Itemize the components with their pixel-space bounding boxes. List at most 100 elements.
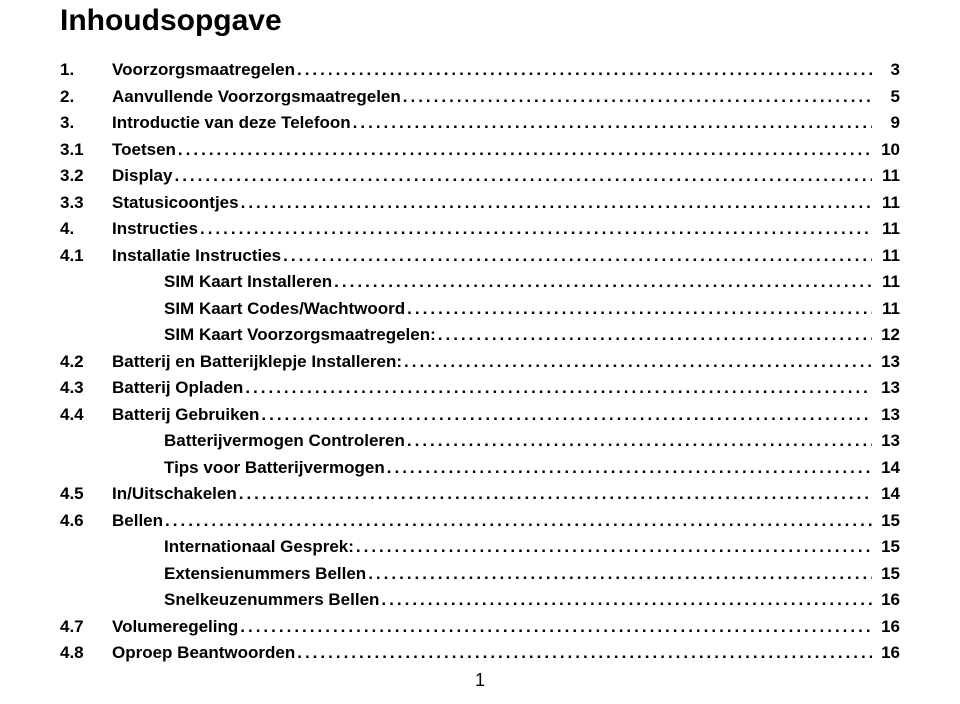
toc-entry-page: 3 bbox=[874, 60, 900, 80]
toc-entry-label: Batterijvermogen Controleren bbox=[164, 431, 405, 451]
toc-leader-dots bbox=[261, 405, 872, 425]
toc-entry-page: 15 bbox=[874, 537, 900, 557]
toc-entry-page: 15 bbox=[874, 511, 900, 531]
toc-leader-dots bbox=[239, 484, 872, 504]
toc-entry-label: Voorzorgsmaatregelen bbox=[112, 60, 295, 80]
toc-leader-dots bbox=[297, 643, 872, 663]
toc-entry-number: 4.4 bbox=[60, 405, 112, 425]
toc-entry-page: 10 bbox=[874, 140, 900, 160]
toc-entry-label: Toetsen bbox=[112, 140, 176, 160]
toc-row: 4.2Batterij en Batterijklepje Installere… bbox=[60, 352, 900, 372]
toc-entry-page: 15 bbox=[874, 564, 900, 584]
toc-entry-label: Volumeregeling bbox=[112, 617, 238, 637]
toc-entry-label: In/Uitschakelen bbox=[112, 484, 237, 504]
toc-leader-dots bbox=[283, 246, 872, 266]
toc-row: 1.Voorzorgsmaatregelen 3 bbox=[60, 60, 900, 80]
toc-entry-page: 11 bbox=[874, 299, 900, 319]
toc-entry-number: 3.3 bbox=[60, 193, 112, 213]
toc-leader-dots bbox=[241, 193, 872, 213]
toc-entry-page: 11 bbox=[874, 193, 900, 213]
toc-entry-page: 9 bbox=[874, 113, 900, 133]
toc-entry-number: 4.7 bbox=[60, 617, 112, 637]
page-title: Inhoudsopgave bbox=[60, 4, 900, 38]
toc-entry-number: 4. bbox=[60, 219, 112, 239]
toc-row: 4.1Installatie Instructies 11 bbox=[60, 246, 900, 266]
toc-row: Batterijvermogen Controleren 13 bbox=[60, 431, 900, 451]
toc-leader-dots bbox=[356, 537, 872, 557]
toc-entry-page: 13 bbox=[874, 378, 900, 398]
toc-entry-label: Extensienummers Bellen bbox=[164, 564, 366, 584]
toc-entry-label: Bellen bbox=[112, 511, 163, 531]
toc-leader-dots bbox=[200, 219, 872, 239]
toc-entry-label: SIM Kaart Installeren bbox=[164, 272, 332, 292]
toc-entry-number: 3.2 bbox=[60, 166, 112, 186]
toc-entry-page: 12 bbox=[874, 325, 900, 345]
toc-entry-label: Snelkeuzenummers Bellen bbox=[164, 590, 379, 610]
toc-entry-number: 3. bbox=[60, 113, 112, 133]
toc-entry-label: Aanvullende Voorzorgsmaatregelen bbox=[112, 87, 401, 107]
toc-entry-label: Batterij Gebruiken bbox=[112, 405, 259, 425]
toc-entry-label: Oproep Beantwoorden bbox=[112, 643, 295, 663]
toc-row: SIM Kaart Codes/Wachtwoord11 bbox=[60, 299, 900, 319]
footer-page-number: 1 bbox=[60, 670, 900, 691]
toc-leader-dots bbox=[240, 617, 872, 637]
toc-row: 4.6Bellen 15 bbox=[60, 511, 900, 531]
toc-row: 4.4Batterij Gebruiken 13 bbox=[60, 405, 900, 425]
toc-leader-dots bbox=[407, 431, 872, 451]
toc-entry-label: Introductie van deze Telefoon bbox=[112, 113, 351, 133]
toc-entry-number: 4.8 bbox=[60, 643, 112, 663]
toc-leader-dots bbox=[174, 166, 872, 186]
toc-row: Extensienummers Bellen 15 bbox=[60, 564, 900, 584]
toc-leader-dots bbox=[438, 325, 872, 345]
toc-row: 4.Instructies11 bbox=[60, 219, 900, 239]
toc-row: SIM Kaart Voorzorgsmaatregelen: 12 bbox=[60, 325, 900, 345]
toc-row: 3.Introductie van deze Telefoon 9 bbox=[60, 113, 900, 133]
toc-row: Tips voor Batterijvermogen 14 bbox=[60, 458, 900, 478]
table-of-contents: 1.Voorzorgsmaatregelen 3 2.Aanvullende Voo… bbox=[60, 60, 900, 663]
toc-entry-page: 13 bbox=[874, 405, 900, 425]
toc-leader-dots bbox=[381, 590, 872, 610]
toc-leader-dots bbox=[334, 272, 872, 292]
toc-entry-label: Internationaal Gesprek: bbox=[164, 537, 354, 557]
toc-entry-number: 3.1 bbox=[60, 140, 112, 160]
toc-entry-page: 11 bbox=[874, 246, 900, 266]
toc-entry-label: Statusicoontjes bbox=[112, 193, 239, 213]
toc-entry-label: Tips voor Batterijvermogen bbox=[164, 458, 385, 478]
toc-row: 4.8Oproep Beantwoorden 16 bbox=[60, 643, 900, 663]
toc-entry-page: 13 bbox=[874, 431, 900, 451]
toc-row: 3.2Display 11 bbox=[60, 166, 900, 186]
toc-entry-label: Installatie Instructies bbox=[112, 246, 281, 266]
toc-row: 4.7Volumeregeling 16 bbox=[60, 617, 900, 637]
toc-entry-number: 2. bbox=[60, 87, 112, 107]
toc-entry-label: Batterij en Batterijklepje Installeren: bbox=[112, 352, 402, 372]
toc-leader-dots bbox=[407, 299, 872, 319]
toc-row: 4.5In/Uitschakelen 14 bbox=[60, 484, 900, 504]
toc-leader-dots bbox=[165, 511, 872, 531]
toc-entry-number: 4.3 bbox=[60, 378, 112, 398]
toc-entry-number: 4.1 bbox=[60, 246, 112, 266]
toc-entry-page: 14 bbox=[874, 484, 900, 504]
toc-leader-dots bbox=[368, 564, 872, 584]
toc-entry-label: SIM Kaart Voorzorgsmaatregelen: bbox=[164, 325, 436, 345]
toc-leader-dots bbox=[387, 458, 872, 478]
toc-entry-page: 16 bbox=[874, 643, 900, 663]
toc-row: 3.3Statusicoontjes 11 bbox=[60, 193, 900, 213]
toc-leader-dots bbox=[245, 378, 872, 398]
toc-entry-page: 5 bbox=[874, 87, 900, 107]
toc-entry-label: Batterij Opladen bbox=[112, 378, 243, 398]
toc-entry-page: 16 bbox=[874, 590, 900, 610]
toc-entry-number: 4.2 bbox=[60, 352, 112, 372]
toc-entry-number: 1. bbox=[60, 60, 112, 80]
toc-row: 3.1Toetsen 10 bbox=[60, 140, 900, 160]
toc-entry-page: 16 bbox=[874, 617, 900, 637]
document-page: Inhoudsopgave 1.Voorzorgsmaatregelen 3 2.A… bbox=[0, 0, 960, 691]
toc-leader-dots bbox=[297, 60, 872, 80]
toc-entry-page: 11 bbox=[874, 272, 900, 292]
toc-entry-number: 4.6 bbox=[60, 511, 112, 531]
toc-entry-label: Display bbox=[112, 166, 172, 186]
toc-row: SIM Kaart Installeren 11 bbox=[60, 272, 900, 292]
toc-entry-page: 11 bbox=[874, 219, 900, 239]
toc-leader-dots bbox=[404, 352, 872, 372]
toc-leader-dots bbox=[178, 140, 872, 160]
toc-row: Internationaal Gesprek: 15 bbox=[60, 537, 900, 557]
